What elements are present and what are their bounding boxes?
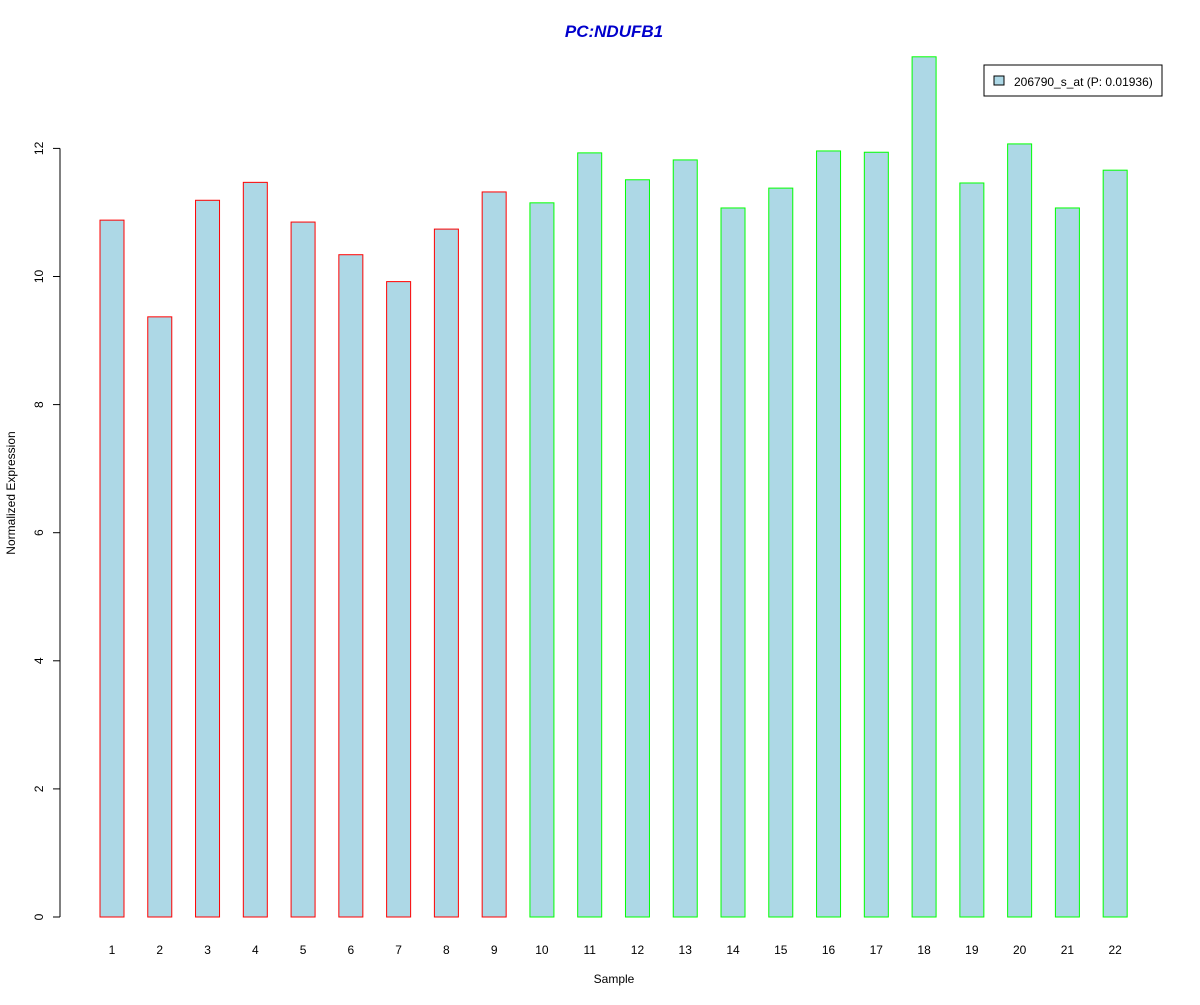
x-tick-label: 11 (583, 943, 596, 957)
legend: 206790_s_at (P: 0.01936) (983, 64, 1163, 97)
bar-sample-5 (290, 221, 316, 918)
bar-sample-7 (386, 281, 412, 918)
x-tick-label: 7 (395, 943, 402, 957)
bar-sample-13 (672, 159, 698, 918)
x-tick-label: 15 (774, 943, 788, 957)
x-tick-labels: 1 2 3 4 5 6 7 8 9 10 11 12 13 14 15 16 17 18 19 20 21 22 (109, 943, 1123, 957)
bar-sample-10 (529, 202, 555, 918)
bar-sample-11 (577, 152, 603, 918)
y-tick-label: 8 (32, 401, 46, 408)
x-tick-label: 5 (300, 943, 307, 957)
y-tick-label: 6 (32, 529, 46, 536)
bar-sample-4 (242, 181, 268, 918)
x-tick-label: 10 (535, 943, 549, 957)
chart-title: PC:NDUFB1 (565, 22, 663, 41)
bar-sample-15 (768, 187, 794, 918)
x-tick-label: 14 (726, 943, 740, 957)
x-tick-label: 17 (870, 943, 884, 957)
bar-sample-20 (1007, 143, 1033, 918)
x-axis-label: Sample (594, 972, 635, 986)
x-tick-label: 18 (917, 943, 931, 957)
y-tick-label: 0 (32, 913, 46, 920)
x-tick-label: 2 (156, 943, 163, 957)
bar-sample-17 (863, 151, 889, 918)
bar-sample-16 (816, 150, 842, 918)
y-tick-label: 4 (32, 657, 46, 664)
y-tick-label: 2 (32, 785, 46, 792)
legend-label: 206790_s_at (P: 0.01936) (1014, 75, 1153, 89)
x-tick-label: 16 (822, 943, 836, 957)
y-tick-label: 10 (32, 270, 46, 284)
bar-sample-9 (481, 191, 507, 918)
x-tick-label: 21 (1061, 943, 1075, 957)
bar-sample-18 (911, 56, 937, 918)
x-tick-label: 8 (443, 943, 450, 957)
bars-group (99, 56, 1128, 918)
bar-sample-6 (338, 254, 364, 918)
y-tick-label: 12 (32, 141, 46, 155)
bar-sample-8 (433, 228, 459, 918)
bar-sample-14 (720, 207, 746, 918)
y-axis: 0 2 4 6 8 10 12 (32, 141, 61, 920)
bar-sample-22 (1102, 169, 1128, 918)
x-tick-label: 13 (679, 943, 693, 957)
x-tick-label: 22 (1108, 943, 1122, 957)
x-tick-label: 1 (109, 943, 116, 957)
bar-sample-12 (624, 179, 650, 918)
x-tick-label: 9 (491, 943, 498, 957)
x-tick-label: 4 (252, 943, 259, 957)
legend-swatch (993, 75, 1005, 86)
x-tick-label: 12 (631, 943, 645, 957)
bar-sample-3 (195, 199, 221, 918)
bar-sample-2 (147, 316, 173, 918)
bar-sample-21 (1054, 207, 1080, 918)
bar-sample-19 (959, 182, 985, 918)
legend-box (983, 64, 1163, 97)
x-tick-label: 19 (965, 943, 979, 957)
x-tick-label: 3 (204, 943, 211, 957)
y-axis-label: Normalized Expression (4, 431, 18, 554)
bar-sample-1 (99, 219, 125, 918)
x-tick-label: 6 (348, 943, 355, 957)
x-tick-label: 20 (1013, 943, 1027, 957)
